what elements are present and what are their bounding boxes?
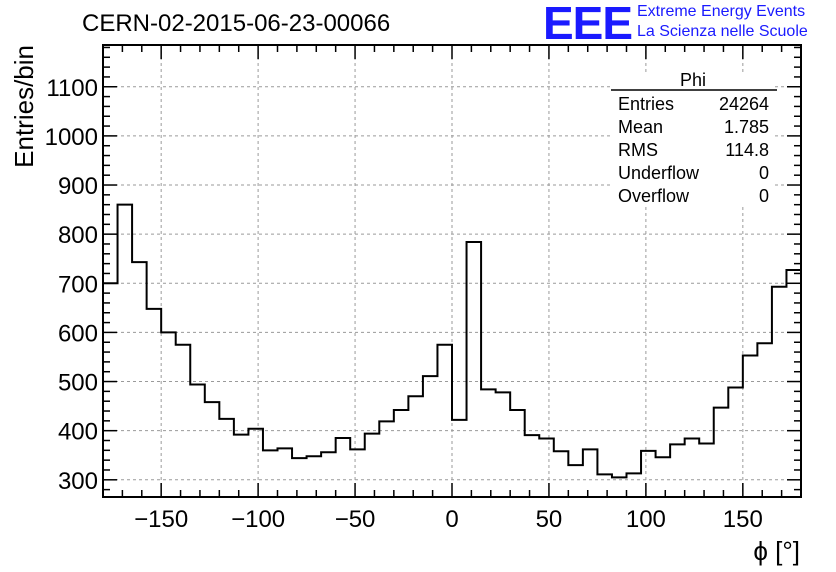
histogram-bin [263, 450, 278, 497]
stats-box-background [611, 72, 775, 206]
histogram-bin [423, 376, 438, 497]
histogram-bin [714, 408, 729, 497]
histogram-bin [525, 435, 540, 497]
stats-value: 24264 [719, 94, 769, 114]
y-tick-label: 800 [58, 222, 98, 249]
histogram-bin [147, 309, 162, 497]
histogram-bin [336, 438, 351, 497]
histogram-bin [641, 451, 656, 497]
stats-value: 1.785 [724, 117, 769, 137]
eee-logo: EEE [543, 0, 633, 49]
histogram-bin [248, 429, 263, 497]
histogram-bin [379, 421, 394, 497]
histogram-bin [437, 345, 452, 497]
histogram-bin [627, 473, 642, 497]
histogram-bin [656, 457, 671, 497]
histogram-bin [496, 392, 511, 497]
x-tick-label: 150 [723, 506, 763, 533]
axis-layer [102, 44, 802, 498]
x-axis-title: ϕ [°] [753, 536, 800, 566]
stats-label: Entries [618, 94, 674, 114]
histogram-bin [757, 343, 772, 497]
histogram-bin [481, 389, 496, 497]
histogram-bin [539, 439, 554, 497]
histogram-bin [321, 452, 336, 497]
stats-box-title: Phi [680, 70, 706, 90]
y-axis-title: Entries/bin [9, 45, 39, 168]
histogram-bin [408, 396, 423, 497]
x-tick-label: 50 [536, 506, 563, 533]
histogram-bin [685, 439, 700, 497]
y-tick-label: 500 [58, 370, 98, 397]
histogram-bin [612, 477, 627, 497]
histogram-bin [510, 410, 525, 497]
histogram-bin [365, 434, 380, 497]
stats-box: Phi Entries 24264 Mean 1.785 RMS 114.8 Underflo… [611, 70, 777, 206]
histogram-bin [452, 420, 467, 497]
y-tick-label: 400 [58, 419, 98, 446]
histogram-bin [728, 387, 743, 497]
histogram-bin [190, 384, 205, 497]
histogram-bin [118, 205, 133, 497]
histogram-bin [554, 451, 569, 497]
histogram-bin [219, 419, 234, 497]
stats-label: Overflow [618, 186, 690, 206]
y-tick-label: 700 [58, 271, 98, 298]
y-tick-label: 300 [58, 468, 98, 495]
y-tick-label: 900 [58, 173, 98, 200]
stats-value: 0 [759, 163, 769, 183]
histogram-bin [278, 448, 293, 497]
x-tick-label: 0 [445, 506, 458, 533]
histogram-bin [568, 465, 583, 497]
histogram-bin [132, 262, 147, 497]
histogram-bin [772, 287, 787, 497]
y-tick-label: 1100 [46, 75, 98, 102]
histogram-bin [176, 345, 191, 497]
histogram-bin [743, 356, 758, 497]
y-tick-label: 1000 [45, 124, 98, 151]
x-tick-label: −100 [231, 506, 285, 533]
stats-label: Mean [618, 117, 663, 137]
stats-value: 0 [759, 186, 769, 206]
histogram-bin [103, 283, 118, 497]
histogram-line [103, 203, 802, 479]
label-layer: −150 −100 −50 0 50 100 150 300 400 500 600 700 800 90… [9, 45, 800, 566]
histogram-bin [307, 456, 322, 497]
histogram-bin [350, 449, 365, 497]
histogram-layer [103, 203, 802, 497]
x-tick-label: −50 [335, 506, 376, 533]
histogram-bin [699, 443, 714, 497]
x-tick-label: 100 [626, 506, 666, 533]
logo-line-2: La Scienza nelle Scuole [637, 23, 808, 40]
x-tick-label: −150 [134, 506, 188, 533]
logo-line-1: Extreme Energy Events [637, 3, 806, 20]
stats-label: RMS [618, 140, 658, 160]
histogram-bin [234, 435, 249, 497]
y-tick-label: 600 [58, 320, 98, 347]
histogram-bin [394, 410, 409, 497]
stats-value: 114.8 [725, 140, 769, 160]
histogram-bin [161, 332, 176, 497]
histogram-bin [670, 444, 685, 497]
histogram-bin [205, 402, 220, 497]
histogram-bin [597, 474, 612, 497]
histogram-bin [467, 242, 482, 497]
stats-label: Underflow [618, 163, 700, 183]
histogram-bin [583, 449, 598, 497]
histogram-bin [292, 458, 307, 497]
chart-title: CERN-02-2015-06-23-00066 [82, 10, 391, 37]
histogram-bin [786, 270, 801, 497]
